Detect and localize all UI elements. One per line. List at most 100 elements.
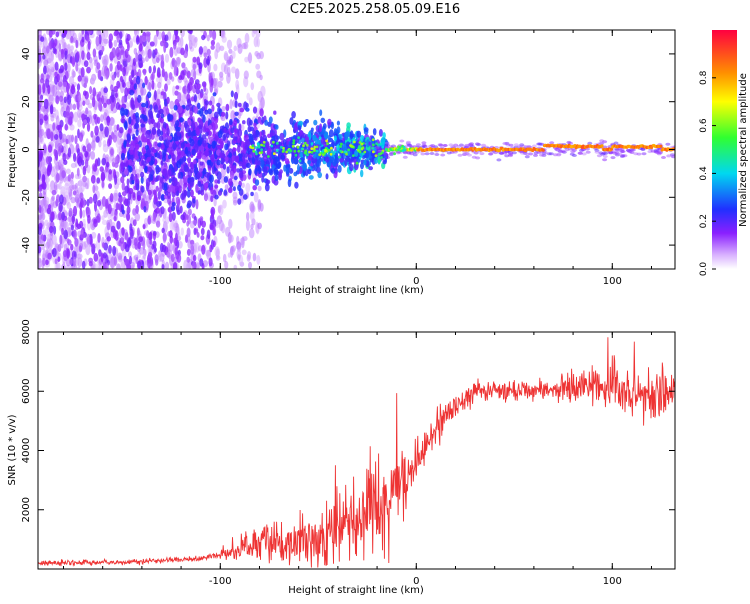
heatmap-cell (385, 143, 390, 147)
heatmap-cell (617, 147, 623, 151)
heatmap-cell (187, 169, 192, 178)
heatmap-cell (345, 152, 348, 156)
heatmap-cell (259, 51, 264, 60)
heatmap-cell (96, 200, 102, 207)
heatmap-cell (38, 246, 42, 254)
heatmap-cell (66, 201, 71, 210)
heatmap-cell (93, 113, 97, 120)
heatmap-cell (178, 241, 183, 249)
heatmap-cell (77, 75, 82, 82)
heatmap-cell (654, 148, 660, 152)
heatmap-cell (508, 154, 513, 158)
heatmap-cell (149, 239, 153, 245)
heatmap-cell (302, 162, 307, 171)
heatmap-cell (248, 154, 253, 158)
heatmap-cell (89, 86, 93, 95)
heatmap-cell (64, 143, 68, 152)
heatmap-cell (142, 136, 148, 143)
heatmap-cell (106, 236, 112, 242)
heatmap-cell (617, 152, 623, 156)
heatmap-cell (193, 106, 198, 114)
heatmap-cell (238, 161, 244, 167)
heatmap-cell (184, 234, 189, 243)
heatmap-cell (656, 152, 662, 156)
heatmap-cell (252, 149, 256, 153)
heatmap-cell (156, 121, 161, 130)
heatmap-cell (122, 66, 126, 77)
heatmap-cell (219, 152, 223, 158)
heatmap-cell (72, 256, 77, 267)
heatmap-cell (87, 30, 92, 35)
heatmap-cell (195, 199, 199, 210)
heatmap-cell (53, 225, 57, 235)
heatmap-cell (537, 142, 543, 146)
heatmap-cell (121, 227, 125, 236)
heatmap-cell (202, 167, 207, 175)
heatmap-cell (326, 142, 329, 146)
heatmap-cell (212, 129, 216, 139)
heatmap-cell (191, 120, 196, 129)
heatmap-cell (116, 71, 120, 78)
heatmap-cell (103, 38, 109, 44)
heatmap-cell (401, 149, 405, 153)
heatmap-cell (124, 258, 128, 266)
heatmap-cell (273, 110, 277, 115)
heatmap-cell (105, 161, 110, 168)
heatmap-cell (140, 175, 144, 184)
heatmap-cell (71, 69, 75, 79)
heatmap-cell (46, 207, 52, 215)
heatmap-cell (200, 189, 205, 196)
heatmap-cell (209, 174, 214, 183)
heatmap-cell (40, 234, 44, 241)
heatmap-cell (278, 141, 283, 146)
heatmap-cell (115, 46, 121, 58)
heatmap-cell (508, 143, 514, 147)
heatmap-cell (195, 79, 200, 85)
heatmap-cell (378, 129, 383, 137)
heatmap-cell (132, 194, 136, 201)
heatmap-cell (539, 153, 544, 157)
heatmap-cell (175, 120, 180, 127)
heatmap-cell (328, 129, 334, 138)
heatmap-cell (160, 130, 164, 136)
heatmap-cell (248, 228, 255, 239)
heatmap-cell (308, 150, 311, 154)
heatmap-cell (513, 143, 519, 147)
heatmap-cell (161, 54, 164, 63)
heatmap-cell (62, 81, 68, 88)
heatmap-cell (77, 253, 83, 260)
heatmap-cell (126, 262, 131, 269)
heatmap-cell (109, 78, 115, 87)
heatmap-cell (291, 111, 296, 119)
heatmap-cell (74, 135, 78, 145)
heatmap-cell (72, 103, 77, 111)
heatmap-cell (153, 122, 158, 128)
heatmap-cell (169, 46, 174, 58)
heatmap-cell (374, 156, 378, 164)
heatmap-cell (51, 195, 55, 202)
heatmap-cell (166, 127, 170, 136)
heatmap-cell (457, 153, 463, 157)
heatmap-cell (304, 141, 307, 145)
heatmap-cell (579, 148, 584, 152)
heatmap-cell (344, 150, 347, 154)
heatmap-cell (211, 158, 216, 163)
heatmap-cell (177, 172, 181, 179)
heatmap-cell (167, 135, 173, 141)
heatmap-cell (173, 104, 178, 111)
heatmap-cell (329, 152, 333, 156)
heatmap-cell (173, 65, 177, 76)
heatmap-cell (209, 30, 213, 38)
heatmap-cell (106, 115, 111, 127)
heatmap-cell (69, 258, 73, 265)
heatmap-cell (256, 142, 260, 146)
heatmap-cell (246, 162, 251, 169)
heatmap-cell (98, 100, 102, 111)
heatmap-cell (73, 152, 77, 162)
heatmap-cell (101, 196, 107, 207)
heatmap-cell (259, 108, 264, 117)
heatmap-cell (371, 146, 374, 150)
heatmap-cell (237, 184, 242, 191)
heatmap-cell (126, 213, 131, 221)
heatmap-cell (57, 256, 61, 263)
